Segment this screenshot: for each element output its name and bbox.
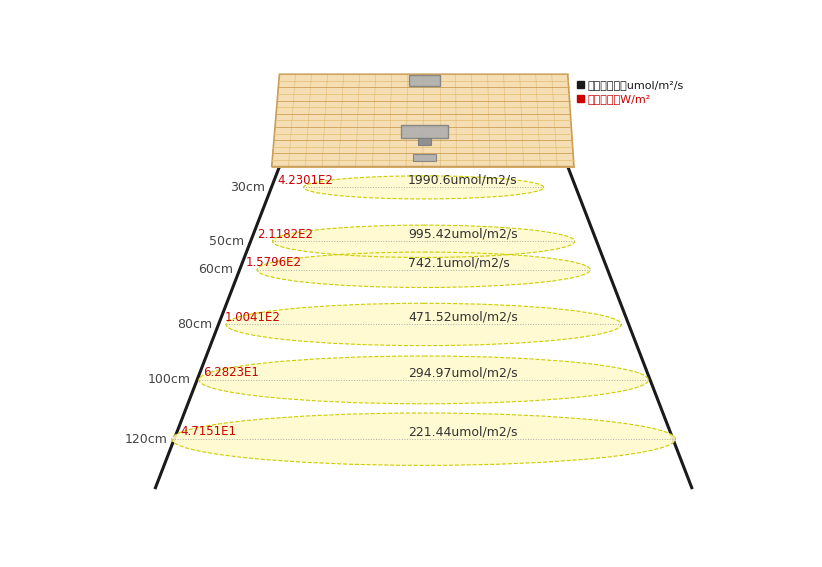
Bar [577, 95, 584, 102]
Text: 4.2301E2: 4.2301E2 [278, 174, 334, 187]
Text: 80cm: 80cm [178, 318, 212, 331]
Text: 100cm: 100cm [148, 374, 191, 386]
Bar [577, 81, 584, 88]
Text: 1.0041E2: 1.0041E2 [224, 311, 280, 324]
Bar [401, 125, 448, 138]
Text: 30cm: 30cm [230, 181, 266, 194]
Ellipse shape [303, 176, 543, 199]
Ellipse shape [172, 413, 676, 466]
Bar [413, 154, 436, 161]
Text: 120cm: 120cm [125, 433, 168, 446]
Text: 1.5796E2: 1.5796E2 [246, 256, 302, 269]
Text: 光子通量密度umol/m²/s: 光子通量密度umol/m²/s [587, 80, 683, 90]
Polygon shape [272, 74, 574, 167]
Bar [409, 75, 440, 86]
Text: 471.52umol/m2/s: 471.52umol/m2/s [408, 311, 518, 324]
Text: 2.1182E2: 2.1182E2 [256, 227, 313, 240]
Ellipse shape [199, 356, 649, 404]
Text: 光合辐照度W/m²: 光合辐照度W/m² [587, 94, 650, 104]
Text: 294.97umol/m2/s: 294.97umol/m2/s [408, 366, 518, 379]
Ellipse shape [226, 303, 621, 346]
Text: 60cm: 60cm [198, 263, 233, 276]
Text: 221.44umol/m2/s: 221.44umol/m2/s [408, 425, 518, 438]
Text: 1990.6umol/m2/s: 1990.6umol/m2/s [408, 174, 518, 187]
Bar [418, 138, 431, 145]
Text: 6.2823E1: 6.2823E1 [203, 366, 259, 379]
Ellipse shape [272, 225, 575, 257]
Text: 4.7151E1: 4.7151E1 [180, 425, 237, 438]
Ellipse shape [257, 252, 590, 287]
Text: 50cm: 50cm [210, 235, 244, 248]
Text: 742.1umol/m2/s: 742.1umol/m2/s [408, 256, 510, 269]
Text: 995.42umol/m2/s: 995.42umol/m2/s [408, 227, 518, 240]
